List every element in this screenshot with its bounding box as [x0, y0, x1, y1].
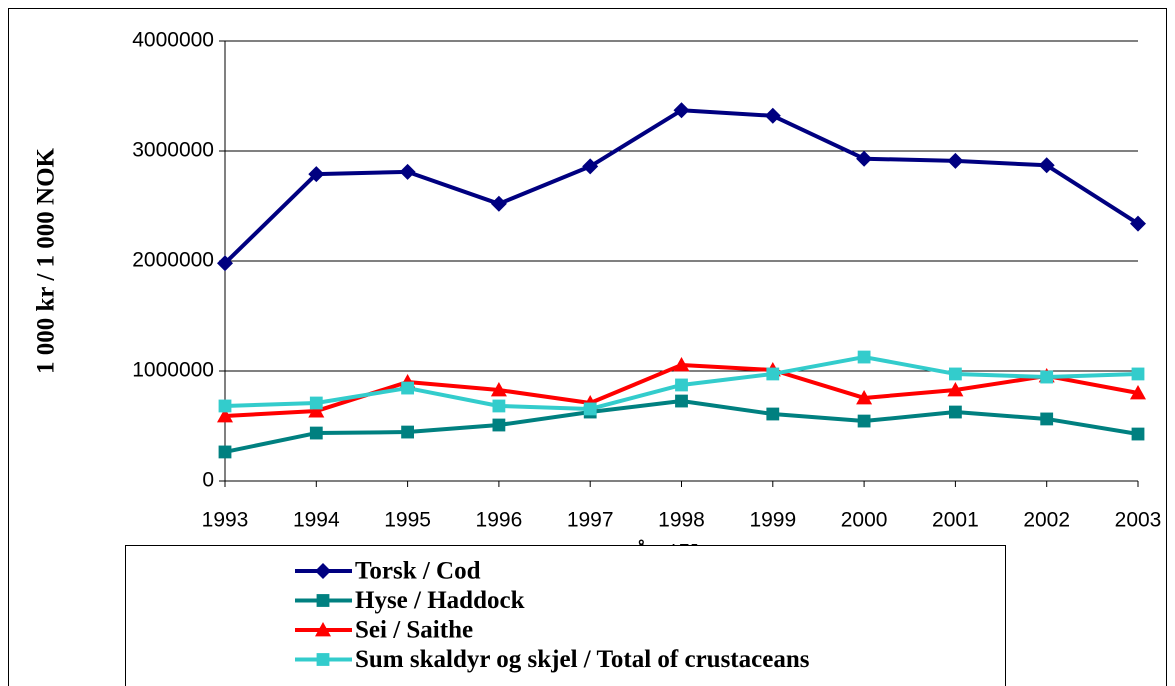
y-tick-label: 1000000: [132, 359, 214, 382]
y-axis-title: 1 000 kr / 1 000 NOK: [33, 147, 60, 373]
marker: [583, 402, 597, 416]
legend-label: Sum skaldyr og skjel / Total of crustace…: [355, 646, 810, 673]
marker: [490, 195, 507, 212]
x-tick-label: 2001: [932, 509, 979, 532]
marker: [856, 150, 873, 167]
marker: [949, 367, 962, 381]
marker: [766, 407, 780, 421]
x-tick-label: 1996: [476, 509, 523, 532]
marker: [673, 356, 690, 372]
marker: [401, 381, 414, 395]
x-tick-label: 1998: [658, 509, 705, 532]
marker: [675, 394, 688, 408]
legend-label: Sei / Saithe: [355, 617, 473, 644]
marker: [308, 166, 325, 183]
legend-label: Torsk / Cod: [355, 558, 481, 585]
marker: [316, 653, 330, 666]
marker: [673, 102, 690, 119]
legend-box: [125, 545, 1006, 686]
x-tick-label: 1993: [202, 509, 249, 532]
marker: [316, 594, 330, 607]
legend-label: Hyse / Haddock: [355, 587, 525, 614]
marker: [492, 418, 506, 432]
y-tick-label: 0: [202, 469, 214, 492]
marker: [1130, 215, 1146, 232]
x-tick-label: 1994: [293, 509, 340, 532]
x-tick-label: 1999: [749, 509, 796, 532]
marker: [856, 389, 873, 405]
marker: [1130, 385, 1146, 400]
marker: [582, 158, 599, 175]
marker: [315, 563, 331, 579]
y-tick-label: 4000000: [132, 29, 214, 52]
marker: [675, 378, 688, 392]
marker: [1131, 367, 1145, 381]
marker: [947, 382, 964, 397]
marker: [315, 622, 331, 637]
marker: [401, 425, 414, 439]
marker: [309, 426, 323, 440]
marker: [218, 399, 232, 413]
y-tick-label: 3000000: [132, 139, 214, 162]
marker: [764, 107, 781, 124]
marker: [857, 350, 871, 364]
marker: [308, 403, 325, 418]
x-tick-label: 1995: [384, 509, 431, 532]
marker: [947, 152, 964, 169]
marker: [1131, 427, 1145, 441]
marker: [1040, 370, 1054, 384]
marker: [492, 399, 506, 413]
x-tick-label: 2003: [1115, 509, 1162, 532]
marker: [217, 407, 233, 423]
marker: [857, 414, 871, 428]
marker: [490, 382, 507, 397]
x-tick-label: 1997: [567, 509, 614, 532]
plot-area: 0 1000000 2000000 3000000 4000000 1993 1994 199…: [132, 29, 1161, 532]
x-tick-label: 2002: [1023, 509, 1070, 532]
marker: [949, 405, 962, 419]
marker: [766, 367, 780, 381]
marker: [309, 396, 323, 410]
marker: [399, 163, 416, 180]
y-tick-label: 2000000: [132, 249, 214, 272]
x-tick-label: 2000: [841, 509, 888, 532]
marker: [218, 445, 232, 459]
marker: [217, 255, 233, 272]
marker: [1038, 157, 1055, 174]
marker: [1040, 412, 1054, 426]
